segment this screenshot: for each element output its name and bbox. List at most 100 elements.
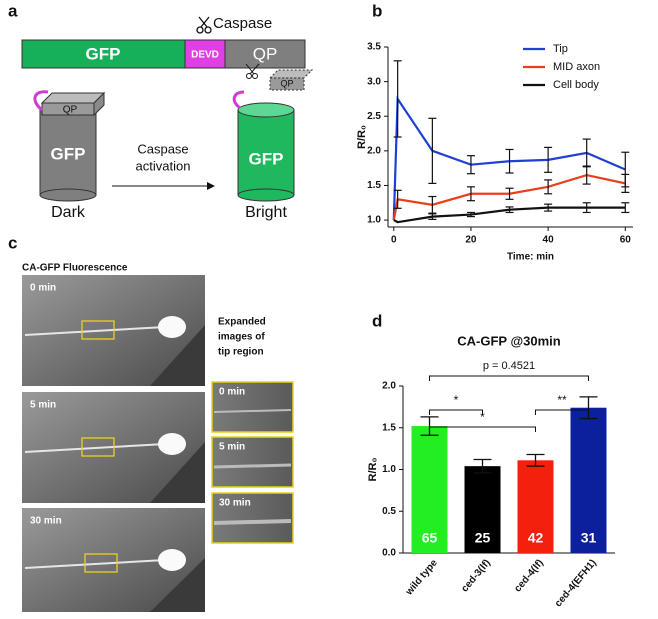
y-tick-label: 2.0 bbox=[367, 145, 381, 156]
cell-body bbox=[158, 316, 186, 338]
error-bar bbox=[544, 179, 553, 195]
significance-label: * bbox=[480, 410, 485, 424]
frame-label: 0 min bbox=[30, 283, 56, 294]
qp-block bbox=[224, 39, 306, 69]
y-tick-label: 2.0 bbox=[382, 381, 396, 392]
state-label: Dark bbox=[51, 204, 86, 221]
error-bar bbox=[505, 206, 514, 214]
y-tick-label: 1.0 bbox=[382, 464, 396, 475]
inset-title: tip region bbox=[218, 347, 264, 358]
micrograph-shadow bbox=[150, 558, 205, 612]
lid-label: QP bbox=[280, 78, 293, 88]
axon bbox=[24, 326, 166, 336]
image-frames: 0 min 5 min 30 min 0 min 5 min 30 min bbox=[22, 275, 294, 612]
panel-label: b bbox=[372, 1, 382, 20]
error-bar bbox=[526, 453, 545, 467]
series-line bbox=[392, 95, 626, 221]
error-bar bbox=[428, 213, 437, 220]
lid-label: QP bbox=[63, 105, 78, 116]
panel-title: CA-GFP Fluorescence bbox=[22, 263, 128, 274]
inset-title: images of bbox=[218, 332, 265, 343]
frame-label: 5 min bbox=[30, 400, 56, 411]
cell-body bbox=[158, 549, 186, 571]
count-label: 42 bbox=[528, 530, 544, 546]
error-bar bbox=[466, 155, 475, 175]
bar bbox=[570, 407, 607, 553]
arrow-head bbox=[207, 182, 215, 190]
bright-cylinder bbox=[232, 63, 314, 202]
arrow-label: activation bbox=[136, 158, 191, 173]
bar bbox=[464, 466, 501, 553]
y-axis-label: R/R₀ bbox=[356, 125, 368, 149]
significance-bracket bbox=[535, 409, 589, 415]
arrow-label: Caspase bbox=[137, 141, 188, 156]
bar bbox=[517, 460, 554, 553]
error-bar bbox=[428, 117, 437, 184]
chart-title: CA-GFP @30min bbox=[457, 333, 561, 348]
x-tick-label: ced-3(lf) bbox=[459, 558, 492, 595]
error-bar bbox=[466, 211, 475, 218]
error-bar bbox=[393, 60, 402, 138]
count-label: 65 bbox=[422, 530, 438, 546]
y-tick-label: 0.5 bbox=[382, 506, 396, 517]
significance-bracket bbox=[429, 409, 483, 415]
error-bar bbox=[621, 173, 630, 193]
inset-axon bbox=[213, 463, 292, 469]
inset-image bbox=[211, 492, 294, 544]
micrograph-shadow bbox=[150, 325, 205, 386]
x-tick-label: 40 bbox=[543, 235, 555, 246]
dark-cylinder bbox=[33, 90, 106, 202]
error-bar bbox=[544, 146, 553, 173]
y-tick-label: 2.5 bbox=[367, 111, 381, 122]
axon bbox=[24, 559, 166, 569]
inset-image bbox=[211, 436, 294, 488]
y-tick-label: 0.0 bbox=[382, 548, 396, 559]
error-bar bbox=[428, 195, 437, 214]
panel-label: c bbox=[8, 233, 17, 252]
bar bbox=[411, 426, 448, 553]
error-bar bbox=[582, 202, 591, 214]
construct-label: QP bbox=[253, 44, 278, 63]
inset-axon bbox=[213, 409, 292, 413]
y-tick-label: 3.5 bbox=[367, 42, 381, 53]
series-line bbox=[392, 173, 626, 221]
axon bbox=[24, 443, 166, 453]
error-bar bbox=[621, 202, 630, 214]
inset-title: Expanded bbox=[218, 317, 266, 328]
x-tick-label: ced-4(lf) bbox=[512, 558, 545, 595]
legend-label: Cell body bbox=[553, 79, 599, 91]
body-label: GFP bbox=[249, 149, 284, 168]
state-label: Bright bbox=[245, 204, 287, 221]
micrograph-shadow bbox=[150, 442, 205, 503]
error-bar bbox=[466, 186, 475, 202]
roi-box bbox=[81, 320, 115, 340]
count-label: 25 bbox=[475, 530, 491, 546]
panel-label: a bbox=[8, 1, 18, 20]
y-tick-label: 3.0 bbox=[367, 76, 381, 87]
legend-label: Tip bbox=[553, 43, 568, 55]
error-bar bbox=[505, 148, 514, 174]
significance-bracket bbox=[429, 375, 589, 381]
significance-label: ** bbox=[557, 393, 567, 407]
y-tick-label: 1.0 bbox=[367, 215, 381, 226]
x-tick-label: 60 bbox=[620, 235, 632, 246]
y-axis-label: R/R₀ bbox=[367, 458, 379, 482]
cell-body bbox=[158, 433, 186, 455]
x-tick-label: 20 bbox=[465, 235, 477, 246]
error-bar bbox=[473, 458, 492, 474]
x-tick-label: 0 bbox=[391, 235, 397, 246]
significance-label: p = 0.4521 bbox=[483, 360, 535, 372]
inset-label: 30 min bbox=[219, 498, 251, 509]
y-tick-label: 1.5 bbox=[367, 180, 381, 191]
series-line bbox=[393, 206, 626, 224]
body-label: GFP bbox=[51, 144, 86, 163]
enzyme-label: Caspase bbox=[213, 15, 272, 32]
error-bar bbox=[505, 187, 514, 200]
x-tick-label: wild type bbox=[403, 557, 440, 598]
y-tick-label: 1.5 bbox=[382, 422, 396, 433]
error-bar bbox=[544, 203, 553, 212]
inset-label: 5 min bbox=[219, 442, 245, 453]
error-bar bbox=[393, 189, 402, 209]
